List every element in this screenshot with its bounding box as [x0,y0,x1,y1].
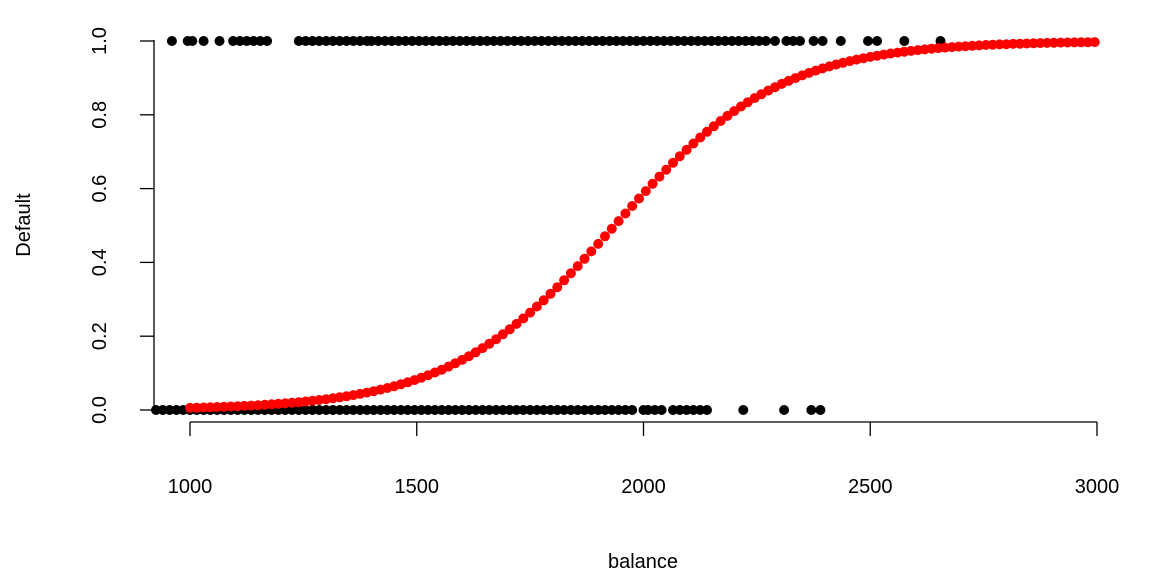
fitted-point [579,253,590,264]
fitted-point [654,171,665,182]
observed-point-default-yes [795,36,805,46]
fitted-point [525,307,536,318]
fitted-point [674,151,685,162]
y-tick-label: 0.2 [89,322,111,350]
observed-point-default-yes [502,36,513,46]
x-tick-label: 1500 [395,476,440,498]
observed-point-default-yes [899,36,910,46]
fitted-point [552,282,563,293]
fitted-point [545,288,556,299]
y-axis-ticks: 0.0 0.2 0.4 0.6 0.8 1.0 [89,27,154,424]
observed-point-default-no [314,405,325,415]
observed-point-default-no [656,405,667,415]
fitted-point [620,208,631,219]
x-tick-label: 2000 [621,476,666,498]
fitted-point [681,144,692,155]
observed-point-default-no [586,405,597,415]
fitted-point [572,261,583,272]
y-tick-label: 1.0 [89,27,111,55]
fitted-point [613,216,624,227]
fitted-point [559,275,570,286]
observed-point-default-yes [198,36,209,46]
observed-yes-points [166,36,946,46]
observed-point-default-yes [872,36,883,46]
fitted-point [715,116,726,126]
fitted-curve-points [185,37,1100,413]
fitted-point [531,301,542,312]
fitted-point [606,223,617,234]
observed-point-default-yes [314,36,325,46]
fitted-point [695,132,706,143]
observed-point-default-no [702,405,712,415]
fitted-point [565,268,576,279]
fitted-point [647,178,658,189]
fitted-point [504,324,515,335]
fitted-point [688,138,699,149]
fitted-point [600,231,610,242]
fitted-point [702,126,712,137]
observed-point-default-yes [817,36,828,46]
observed-point-default-yes [166,36,177,46]
fitted-point [627,201,638,211]
fitted-point [708,121,719,132]
fitted-point [1089,37,1100,48]
observed-point-default-yes [760,36,771,46]
x-tick-label: 1000 [168,476,213,498]
observed-point-default-no [815,405,826,415]
y-tick-label: 0.0 [89,396,111,424]
x-axis-title: balance [608,551,678,573]
observed-point-default-yes [808,36,819,46]
fitted-point [518,313,529,324]
y-tick-label: 0.8 [89,101,111,129]
y-tick-label: 0.4 [89,248,111,276]
observed-point-default-yes [863,36,873,46]
fitted-point [586,246,597,257]
fitted-point [640,186,651,197]
observed-point-default-yes [262,36,273,46]
fitted-point [634,193,644,204]
observed-point-default-no [779,405,790,415]
fitted-point [668,157,678,168]
observed-point-default-no [627,405,638,415]
fitted-point [538,295,549,306]
observed-point-default-yes [187,36,198,46]
x-tick-label: 3000 [1075,476,1120,498]
fitted-point [593,238,604,249]
observed-point-default-no [738,405,749,415]
observed-point-default-yes [835,36,846,46]
fitted-point [661,164,672,175]
y-axis-title: Default [13,193,35,257]
fitted-point [511,318,522,329]
observed-point-default-no [806,405,817,415]
x-tick-label: 2500 [848,476,893,498]
x-axis-ticks: 1000 1500 2000 2500 3000 [168,422,1120,498]
observed-point-default-yes [770,36,780,46]
observed-point-default-yes [214,36,225,46]
y-tick-label: 0.6 [89,175,111,203]
